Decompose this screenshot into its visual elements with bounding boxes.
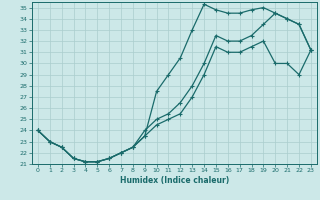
X-axis label: Humidex (Indice chaleur): Humidex (Indice chaleur): [120, 176, 229, 185]
